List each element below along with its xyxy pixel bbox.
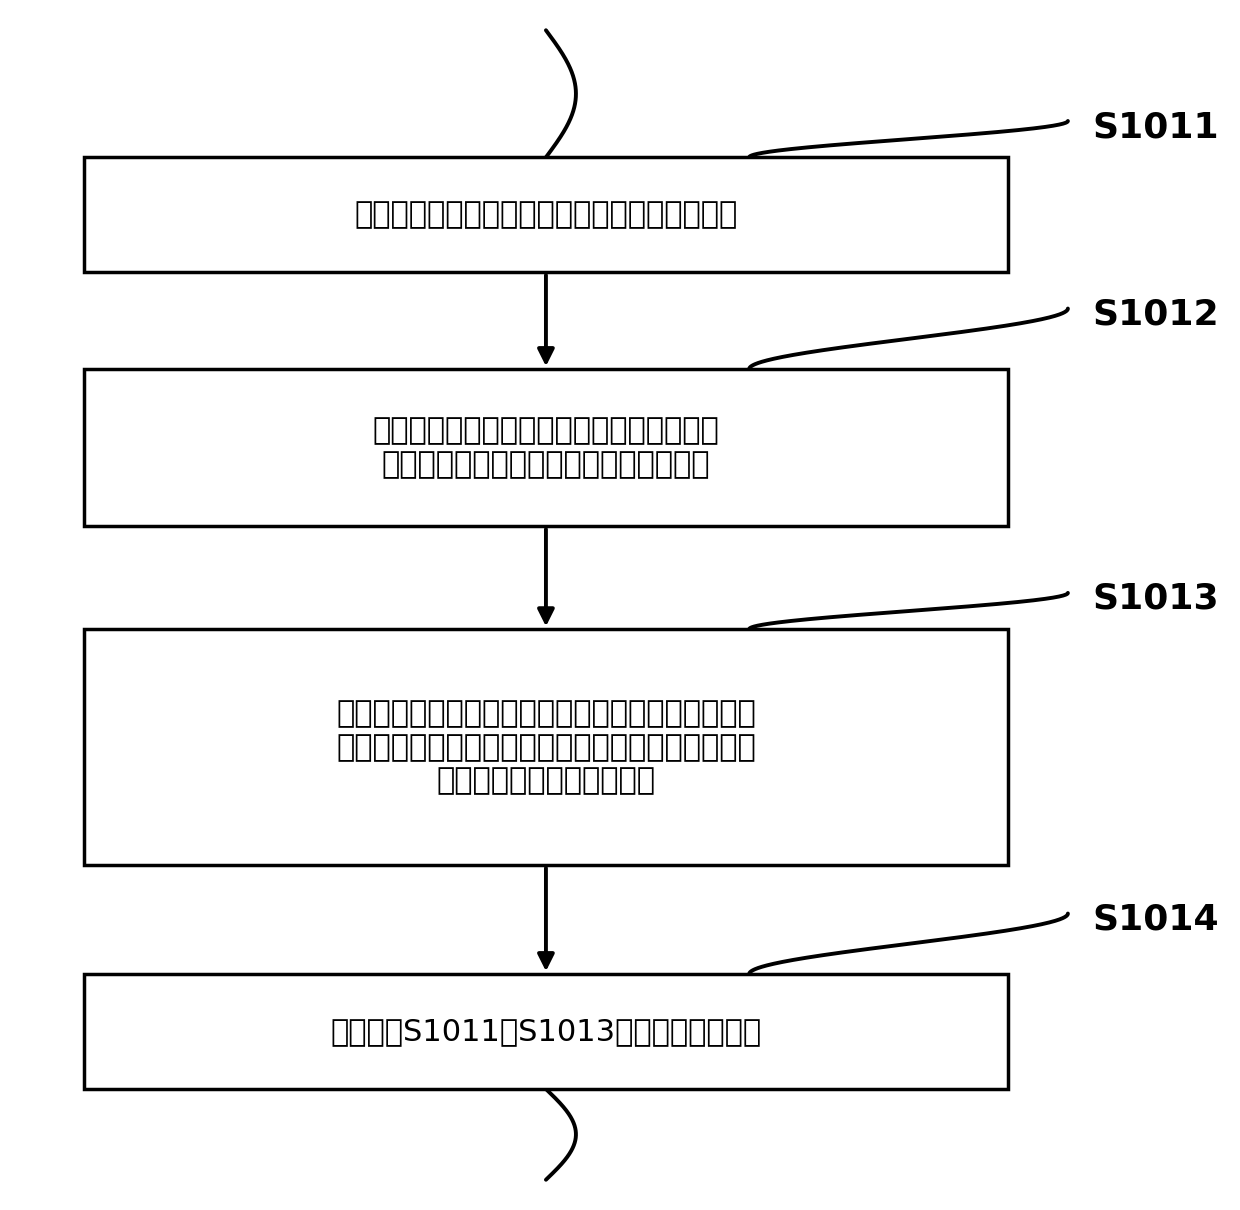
FancyBboxPatch shape — [84, 157, 1008, 272]
Text: S1013: S1013 — [1092, 582, 1219, 616]
FancyBboxPatch shape — [84, 369, 1008, 526]
Text: S1011: S1011 — [1092, 110, 1219, 144]
FancyBboxPatch shape — [84, 629, 1008, 865]
Text: 重复步骤S1011至S1013，建立模型数据库: 重复步骤S1011至S1013，建立模型数据库 — [330, 1018, 761, 1045]
Text: 选择与实际深度数据最接近的历史深度数据所对应的
历史曝光时间作为与所述一个所述历史光照强度相对
应的一个所述基准曝光时间: 选择与实际深度数据最接近的历史深度数据所对应的 历史曝光时间作为与所述一个所述历… — [336, 699, 756, 795]
FancyBboxPatch shape — [84, 974, 1008, 1089]
Text: 获取一个所述历史光照强度在多个不同历史
曝光时间条件下对应的多个历史深度数据: 获取一个所述历史光照强度在多个不同历史 曝光时间条件下对应的多个历史深度数据 — [372, 416, 719, 479]
Text: S1012: S1012 — [1092, 298, 1219, 332]
Text: 设定一个历史光照强度为一个所述基准光照强度: 设定一个历史光照强度为一个所述基准光照强度 — [355, 201, 738, 229]
Text: S1014: S1014 — [1092, 903, 1219, 937]
